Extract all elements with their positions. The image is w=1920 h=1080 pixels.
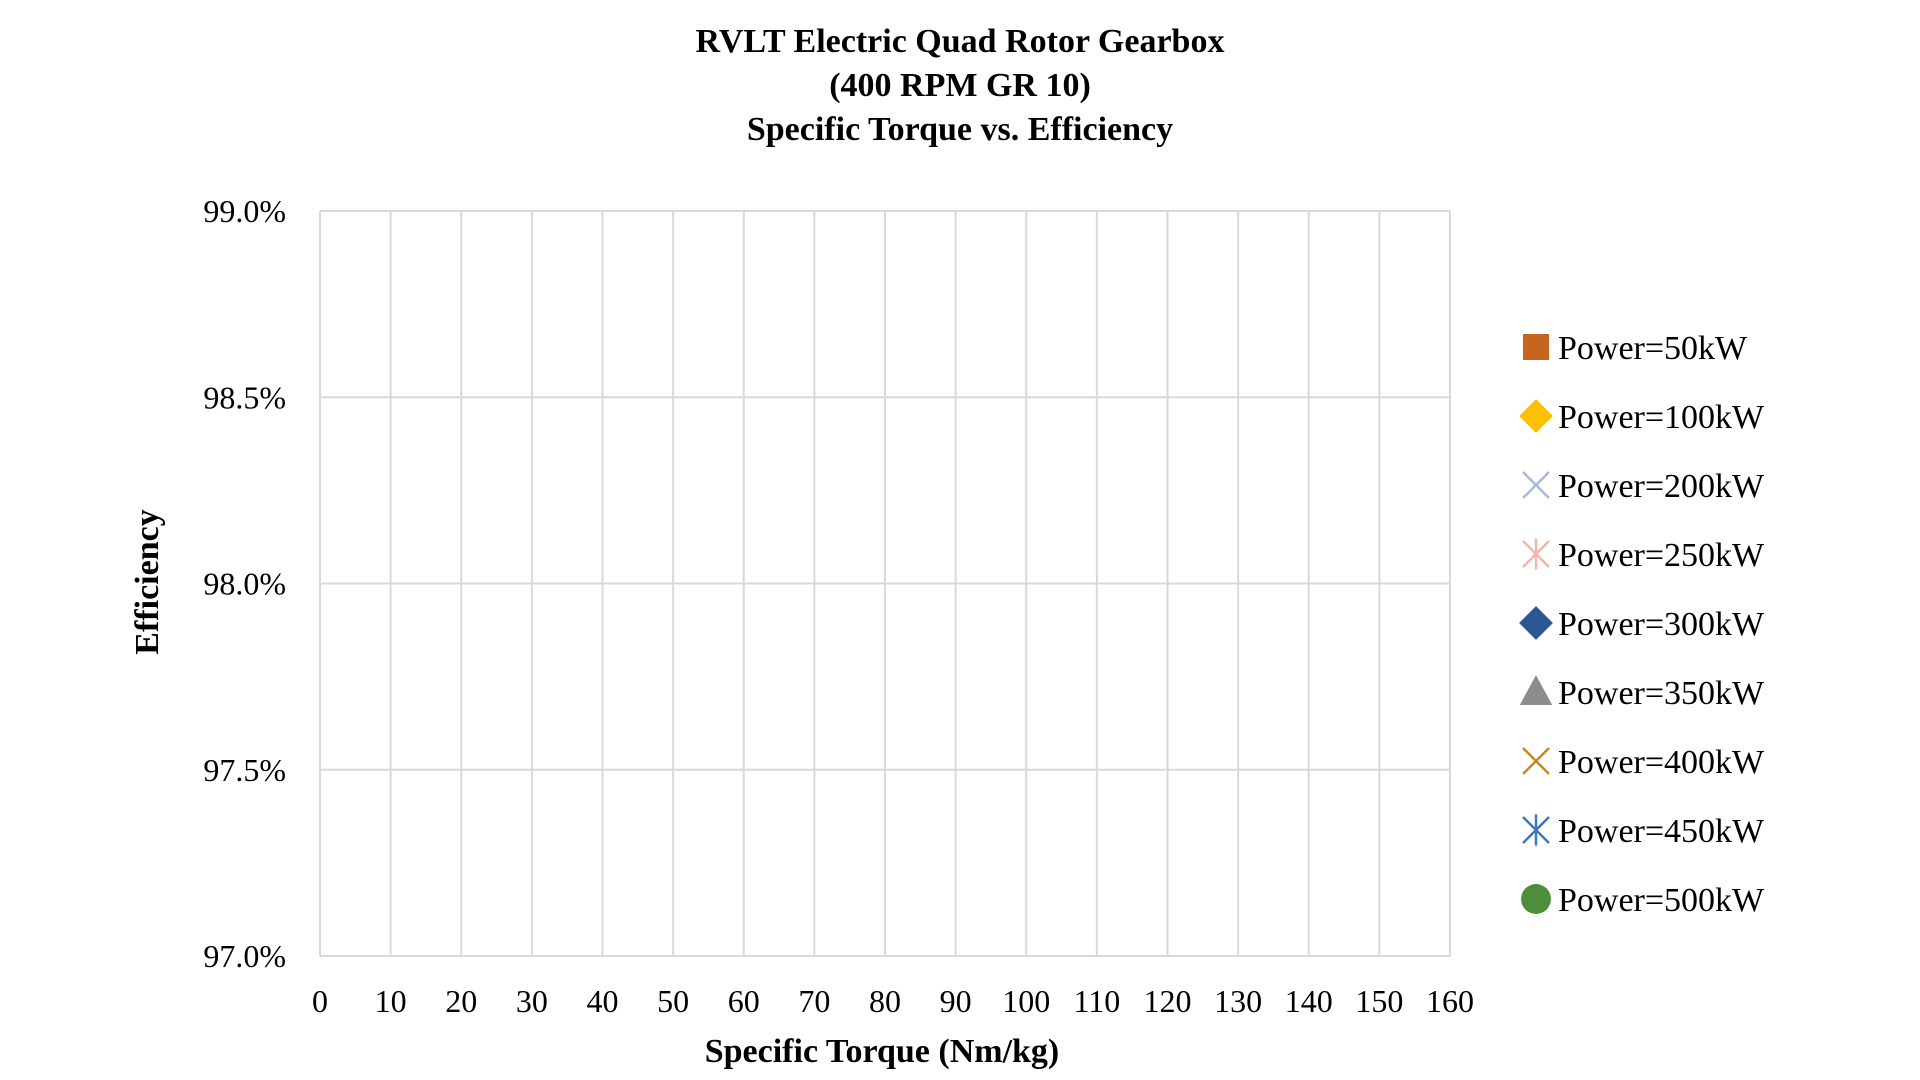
legend-item-8: Power=450kW [1522, 813, 1765, 850]
x-tick-label-12: 120 [1144, 983, 1192, 1019]
legend-label-7: Power=400kW [1558, 744, 1765, 781]
y-tick-label-2: 98.0% [203, 566, 286, 602]
legend-marker-4 [1522, 538, 1550, 570]
legend-item-1: Power=50kW [1523, 330, 1748, 367]
x-tick-label-3: 30 [516, 983, 548, 1019]
y-axis-ticks: 97.0% 97.5% 98.0% 98.5% 99.0% [203, 193, 286, 974]
y-axis-title: Efficiency [129, 509, 166, 654]
legend-marker-7 [1522, 747, 1550, 775]
x-tick-label-0: 0 [312, 983, 328, 1019]
legend-marker-6 [1519, 675, 1553, 705]
legend-item-4: Power=250kW [1522, 537, 1765, 574]
y-tick-label-4: 99.0% [203, 193, 286, 229]
legend-marker-2 [1519, 399, 1553, 433]
x-tick-label-6: 60 [728, 983, 760, 1019]
legend-item-5: Power=300kW [1519, 606, 1765, 643]
x-tick-label-16: 160 [1426, 983, 1474, 1019]
chart-title: RVLT Electric Quad Rotor Gearbox (400 RP… [696, 23, 1225, 148]
x-tick-label-11: 110 [1073, 983, 1120, 1019]
x-tick-label-7: 70 [798, 983, 830, 1019]
legend-label-6: Power=350kW [1558, 675, 1765, 712]
legend-marker-8 [1522, 814, 1550, 846]
legend-label-1: Power=50kW [1558, 330, 1748, 367]
x-axis-title: Specific Torque (Nm/kg) [705, 1033, 1060, 1070]
y-tick-label-1: 97.5% [203, 752, 286, 788]
x-tick-label-14: 140 [1285, 983, 1333, 1019]
chart-title-line-3: Specific Torque vs. Efficiency [747, 111, 1173, 148]
x-tick-label-10: 100 [1002, 983, 1050, 1019]
x-tick-label-5: 50 [657, 983, 689, 1019]
x-tick-label-2: 20 [445, 983, 477, 1019]
legend-label-4: Power=250kW [1558, 537, 1765, 574]
y-tick-label-0: 97.0% [203, 938, 286, 974]
legend-item-3: Power=200kW [1522, 468, 1765, 505]
x-tick-label-4: 40 [587, 983, 619, 1019]
legend-item-7: Power=400kW [1522, 744, 1765, 781]
legend-label-5: Power=300kW [1558, 606, 1765, 643]
chart-title-line-1: RVLT Electric Quad Rotor Gearbox [696, 23, 1225, 60]
legend-item-2: Power=100kW [1519, 399, 1765, 436]
chart-title-line-2: (400 RPM GR 10) [829, 67, 1091, 104]
legend-marker-5 [1519, 606, 1553, 640]
y-tick-label-3: 98.5% [203, 379, 286, 415]
legend-marker-9 [1521, 884, 1551, 914]
x-axis-ticks: 0 10 20 30 40 50 60 70 80 90 100 110 120 130 140 150 160 [312, 983, 1474, 1019]
legend: Power=50kW Power=100kW Power=200kW Power=25… [1519, 330, 1765, 919]
legend-item-6: Power=350kW [1519, 675, 1765, 712]
x-tick-label-13: 130 [1214, 983, 1262, 1019]
plot-grid [319, 210, 1451, 957]
legend-item-9: Power=500kW [1521, 882, 1765, 919]
legend-label-8: Power=450kW [1558, 813, 1765, 850]
legend-label-2: Power=100kW [1558, 399, 1765, 436]
legend-marker-3 [1522, 471, 1550, 499]
x-tick-label-1: 10 [375, 983, 407, 1019]
x-tick-label-8: 80 [869, 983, 901, 1019]
x-tick-label-9: 90 [940, 983, 972, 1019]
legend-label-3: Power=200kW [1558, 468, 1765, 505]
legend-label-9: Power=500kW [1558, 882, 1765, 919]
x-tick-label-15: 150 [1355, 983, 1403, 1019]
legend-marker-1 [1523, 334, 1549, 360]
